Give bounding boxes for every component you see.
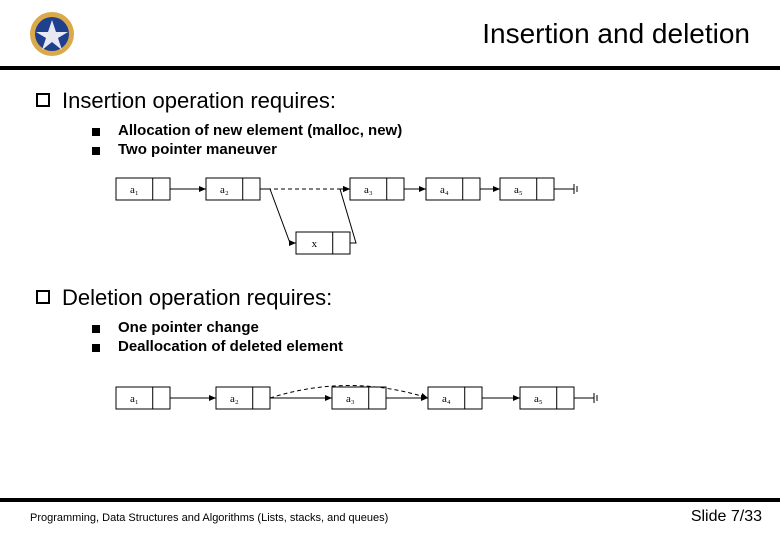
sub-list: One pointer change Deallocation of delet… [92, 319, 744, 355]
svg-text:a₃: a₃ [364, 184, 373, 196]
slide-content: Insertion operation requires: Allocation… [0, 70, 780, 440]
heading-text: Insertion operation requires: [62, 88, 336, 114]
section-heading: Deletion operation requires: [36, 285, 744, 311]
slide-footer: Programming, Data Structures and Algorit… [0, 498, 780, 526]
square-bullet-icon [92, 325, 100, 333]
list-item-text: Two pointer maneuver [118, 141, 277, 158]
list-item-text: Deallocation of deleted element [118, 338, 343, 355]
footer-course-text: Programming, Data Structures and Algorit… [30, 512, 388, 524]
slide-number: Slide 7/33 [691, 508, 762, 526]
svg-text:x: x [312, 238, 318, 250]
list-item: Allocation of new element (malloc, new) [92, 122, 744, 139]
list-item: Deallocation of deleted element [92, 338, 744, 355]
svg-text:a₃: a₃ [346, 393, 355, 405]
square-bullet-icon [92, 128, 100, 136]
svg-text:a₅: a₅ [514, 184, 523, 196]
heading-text: Deletion operation requires: [62, 285, 332, 311]
list-item: Two pointer maneuver [92, 141, 744, 158]
list-item-text: Allocation of new element (malloc, new) [118, 122, 402, 139]
slide-title: Insertion and deletion [76, 18, 760, 50]
svg-text:a₂: a₂ [220, 184, 229, 196]
slide-header: Insertion and deletion [0, 0, 780, 70]
svg-text:a₄: a₄ [442, 393, 451, 405]
deletion-diagram: a₁ a₂ a₃ a₄ a₅ [106, 369, 616, 421]
logo-icon [28, 10, 76, 58]
svg-text:a₄: a₄ [440, 184, 449, 196]
svg-text:a₂: a₂ [230, 393, 239, 405]
sub-list: Allocation of new element (malloc, new) … [92, 122, 744, 158]
checkbox-bullet-icon [36, 290, 50, 304]
list-item: One pointer change [92, 319, 744, 336]
section-heading: Insertion operation requires: [36, 88, 744, 114]
square-bullet-icon [92, 147, 100, 155]
insertion-diagram: a₁ a₂ a₃ a₄ a₅ x [106, 172, 606, 266]
svg-text:a₁: a₁ [130, 393, 139, 405]
svg-text:a₁: a₁ [130, 184, 139, 196]
svg-text:a₅: a₅ [534, 393, 543, 405]
list-item-text: One pointer change [118, 319, 259, 336]
checkbox-bullet-icon [36, 93, 50, 107]
square-bullet-icon [92, 344, 100, 352]
